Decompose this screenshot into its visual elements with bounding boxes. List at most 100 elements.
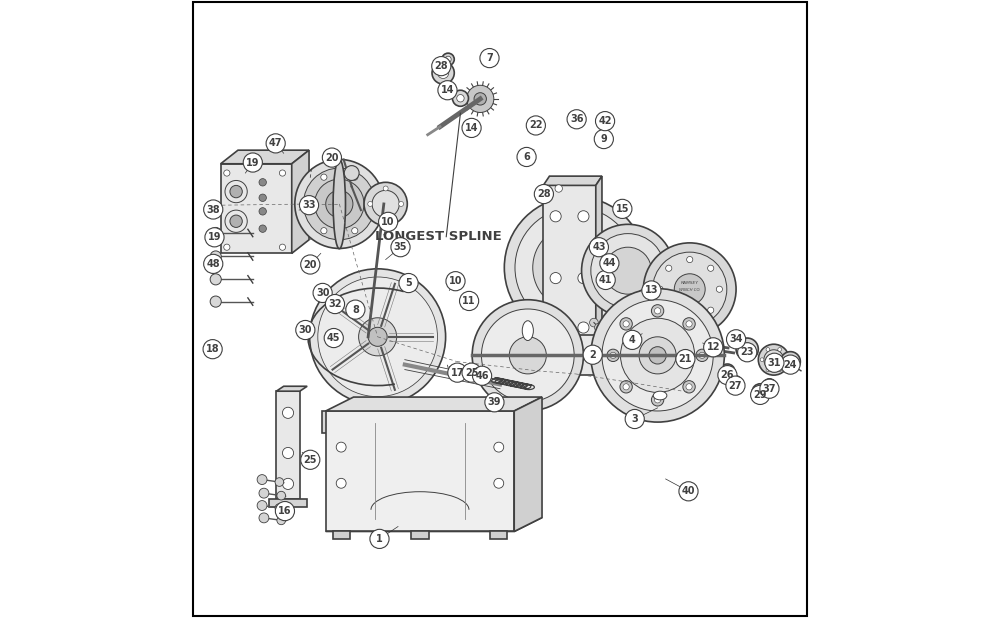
Circle shape [301,450,320,470]
Circle shape [462,119,481,138]
Circle shape [225,180,247,203]
Circle shape [230,215,242,227]
Circle shape [315,179,364,229]
Circle shape [259,225,266,232]
Circle shape [282,447,294,459]
Circle shape [391,238,410,257]
Circle shape [708,265,714,271]
Text: 28: 28 [434,61,448,71]
Circle shape [651,305,664,317]
Text: 45: 45 [327,333,341,343]
Circle shape [432,62,454,84]
Circle shape [368,328,387,346]
Text: 10: 10 [381,217,395,227]
Circle shape [578,273,589,284]
Ellipse shape [643,336,660,376]
Text: 1: 1 [376,534,383,544]
Circle shape [741,343,753,355]
Circle shape [591,289,724,422]
Circle shape [279,170,286,176]
Circle shape [718,366,737,384]
Circle shape [582,224,674,317]
Circle shape [567,110,586,129]
Circle shape [282,478,294,489]
Circle shape [322,148,341,167]
Polygon shape [269,499,307,507]
Circle shape [259,208,266,215]
Text: 14: 14 [441,85,454,95]
Circle shape [324,329,343,347]
Circle shape [295,159,384,248]
Ellipse shape [333,159,346,249]
Circle shape [257,475,267,485]
Circle shape [595,111,615,131]
Circle shape [778,348,781,352]
Circle shape [275,502,295,520]
Circle shape [257,501,267,510]
Polygon shape [221,150,309,164]
Circle shape [432,57,451,76]
Text: 40: 40 [682,486,695,496]
Circle shape [446,272,465,291]
Circle shape [534,184,553,204]
Text: RAMSEY: RAMSEY [681,281,699,285]
Polygon shape [221,164,292,253]
Circle shape [683,318,695,330]
Text: 6: 6 [523,152,530,162]
Text: 20: 20 [304,260,317,269]
Circle shape [336,417,345,426]
Text: 19: 19 [208,232,221,242]
Circle shape [472,366,492,386]
Circle shape [299,195,319,215]
Text: 36: 36 [570,114,583,124]
Circle shape [526,116,545,135]
Circle shape [600,254,619,273]
Circle shape [224,170,230,176]
Circle shape [210,227,221,239]
Circle shape [550,273,561,284]
Circle shape [676,350,695,368]
Circle shape [623,384,629,390]
Circle shape [623,330,642,350]
Polygon shape [514,397,542,531]
Circle shape [550,211,561,222]
Ellipse shape [525,336,543,376]
Ellipse shape [653,391,667,400]
Circle shape [758,344,789,375]
Circle shape [766,382,773,389]
Circle shape [279,244,286,250]
Circle shape [383,217,388,222]
Circle shape [259,179,266,186]
Text: 11: 11 [462,296,476,306]
Circle shape [445,56,451,62]
Polygon shape [543,176,602,185]
Circle shape [296,321,315,340]
Text: 35: 35 [394,242,407,252]
Circle shape [643,243,736,336]
Text: 13: 13 [645,286,658,295]
Circle shape [604,247,651,294]
Circle shape [555,185,562,192]
Circle shape [756,387,765,396]
Circle shape [305,201,312,207]
Circle shape [259,194,266,201]
Circle shape [225,210,247,232]
Circle shape [666,265,672,271]
Polygon shape [543,185,596,352]
Circle shape [517,148,536,167]
Circle shape [368,201,373,206]
Circle shape [625,409,644,429]
Circle shape [210,296,221,307]
Circle shape [243,153,262,172]
Circle shape [301,255,320,274]
Text: WINCH CO.: WINCH CO. [679,289,701,292]
Circle shape [639,337,676,374]
Circle shape [781,355,800,375]
Circle shape [657,286,663,292]
Circle shape [590,318,598,327]
Circle shape [720,364,735,379]
Circle shape [764,350,784,370]
Text: 28: 28 [537,189,551,199]
Circle shape [379,213,398,232]
Circle shape [460,292,479,311]
